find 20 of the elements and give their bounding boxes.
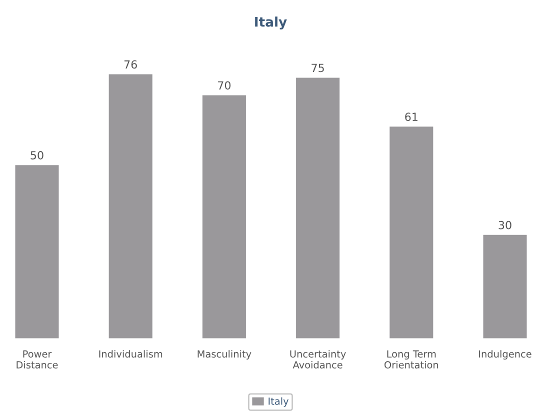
data-label: 70 bbox=[218, 81, 231, 90]
x-tick-label: Indulgence bbox=[479, 350, 532, 360]
x-tick-label: Power Distance bbox=[16, 350, 58, 369]
bar bbox=[107, 72, 154, 339]
x-tick-label: Masculinity bbox=[198, 350, 252, 360]
bar bbox=[388, 125, 435, 339]
data-label: 61 bbox=[405, 112, 418, 122]
x-tick-label: Long Term Orientation bbox=[384, 350, 438, 369]
bar bbox=[201, 94, 248, 339]
bar bbox=[14, 164, 60, 339]
data-label: 75 bbox=[312, 64, 324, 72]
legend-label: Italy bbox=[268, 397, 289, 407]
bar bbox=[482, 234, 528, 339]
x-tick-label: Individualism bbox=[99, 350, 162, 358]
data-label: 76 bbox=[124, 60, 137, 69]
bar bbox=[294, 76, 341, 339]
data-label: 50 bbox=[30, 151, 44, 160]
chart-title: Italy bbox=[255, 16, 287, 30]
x-tick-label: Uncertainty Avoidance bbox=[290, 350, 346, 369]
data-label: 30 bbox=[498, 220, 512, 230]
